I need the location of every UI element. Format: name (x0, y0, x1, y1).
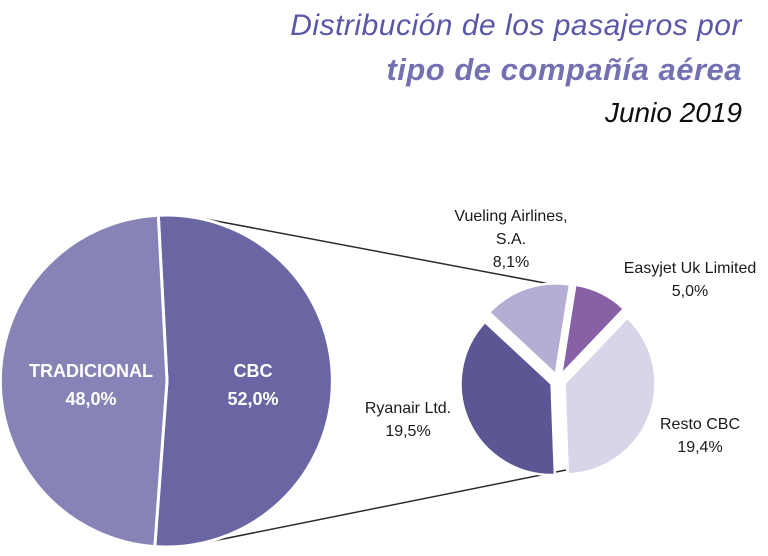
main-pie-slice-cbc (153, 213, 334, 549)
slice-name: Easyjet Uk Limited (623, 260, 757, 277)
chart-title-block: Distribución de los pasajeros por tipo d… (290, 4, 742, 134)
secondary-pie-label-resto-cbc: Resto CBC 19,4% (630, 413, 768, 459)
slice-percent: 5,0% (671, 283, 709, 300)
secondary-pie-label-vueling: Vueling Airlines, S.A. 8,1% (426, 205, 596, 274)
chart-title-line1: Distribución de los pasajeros por (290, 9, 742, 42)
chart-subtitle: Junio 2019 (604, 97, 742, 128)
slice-name-line2: S.A. (495, 231, 527, 248)
slice-percent: 8,1% (492, 254, 530, 271)
slice-percent: 52,0% (227, 389, 279, 409)
slice-name: TRADICIONAL (29, 361, 153, 381)
secondary-pie-slice-ryanair-ltd (459, 320, 557, 477)
connector-line-top (194, 216, 567, 288)
secondary-pie-slice-resto-cbc (563, 316, 657, 476)
slice-name: CBC (233, 361, 273, 381)
connector-line-bottom (212, 469, 567, 542)
slice-percent: 48,0% (65, 389, 117, 409)
main-pie-slice-tradicional (0, 213, 169, 549)
secondary-pie-label-easyjet: Easyjet Uk Limited 5,0% (600, 257, 768, 303)
main-pie-label-cbc: CBC 52,0% (158, 357, 348, 413)
slice-percent: 19,4% (677, 439, 723, 456)
secondary-pie-slice-vueling-airlines-s-a (487, 282, 572, 376)
slice-percent: 19,5% (385, 423, 431, 440)
secondary-pie-label-ryanair: Ryanair Ltd. 19,5% (338, 397, 478, 443)
slice-name: Ryanair Ltd. (364, 400, 452, 417)
slice-name: Vueling Airlines, (454, 208, 568, 225)
slice-name: Resto CBC (659, 416, 741, 433)
main-pie-label-tradicional: TRADICIONAL 48,0% (0, 357, 186, 413)
chart-title-line2: tipo de compañía aérea (386, 52, 742, 87)
secondary-pie-slice-easyjet-uk-limited (559, 283, 626, 376)
